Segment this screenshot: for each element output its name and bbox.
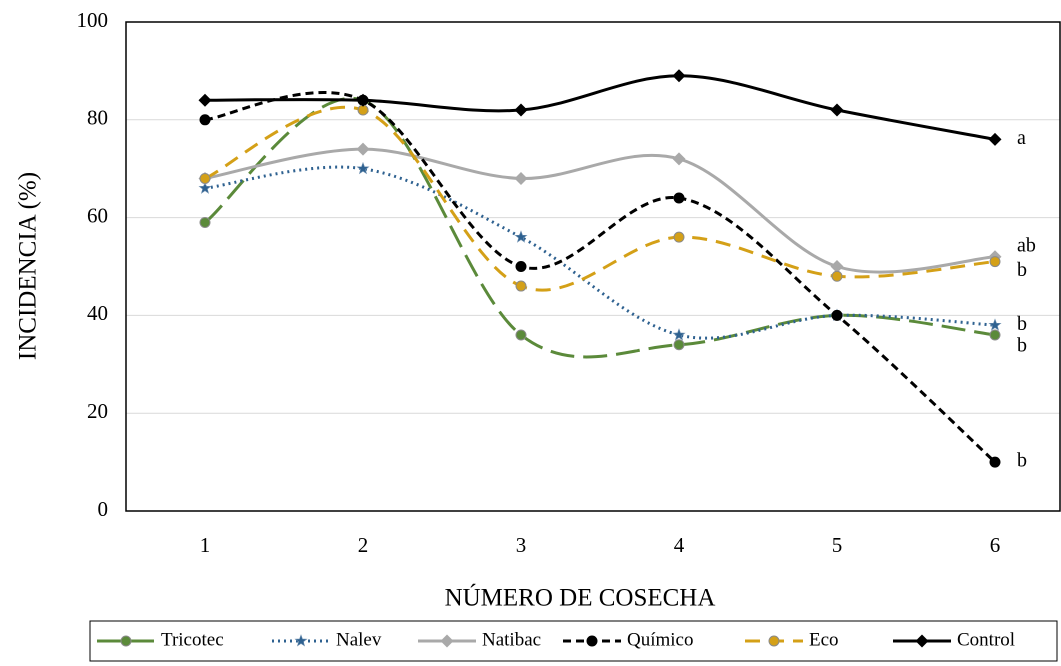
marker	[831, 309, 843, 321]
series-line	[204, 90, 997, 464]
annotation: b	[1017, 335, 1027, 357]
plot-frame	[125, 21, 1061, 512]
marker	[673, 231, 685, 243]
marker	[356, 161, 370, 175]
marker	[831, 270, 843, 282]
annotation: b	[1017, 450, 1027, 472]
marker	[672, 69, 686, 83]
marker	[515, 261, 527, 272]
marker	[672, 152, 686, 166]
marker	[673, 192, 685, 204]
marker	[988, 132, 1002, 146]
x-tick-label: 5	[832, 533, 843, 557]
y-tick-label: 80	[87, 106, 108, 130]
marker	[514, 171, 528, 185]
marker	[672, 328, 686, 341]
y-tick-label: 20	[87, 399, 108, 423]
annotation: ab	[1017, 234, 1036, 256]
marker	[199, 172, 211, 184]
series-line	[204, 147, 996, 274]
x-tick-label: 6	[990, 533, 1001, 557]
legend-label: Control	[957, 629, 1015, 650]
legend-marker	[915, 634, 929, 648]
marker	[356, 142, 370, 156]
marker	[989, 329, 1001, 341]
y-tick-label: 40	[87, 301, 108, 325]
marker	[514, 230, 528, 243]
y-tick-label: 100	[77, 8, 109, 32]
x-tick-label: 3	[516, 533, 527, 557]
legend-marker	[586, 635, 598, 647]
marker	[515, 329, 527, 341]
marker	[989, 256, 1001, 268]
legend-label: Químico	[627, 629, 694, 650]
legend-label: Eco	[809, 629, 839, 650]
marker	[199, 216, 211, 228]
marker	[673, 339, 685, 351]
marker	[199, 114, 211, 126]
marker	[830, 260, 844, 273]
legend-marker	[440, 634, 454, 648]
marker	[198, 93, 212, 107]
marker	[988, 318, 1002, 331]
marker	[356, 93, 370, 107]
marker	[989, 456, 1001, 468]
x-tick-label: 4	[674, 533, 685, 557]
legend-marker	[768, 635, 780, 647]
annotation: b	[1017, 313, 1027, 335]
legend-marker	[120, 635, 132, 647]
series-line	[204, 74, 996, 141]
legend-marker	[294, 634, 308, 647]
marker	[830, 103, 844, 117]
legend-label: Tricotec	[161, 629, 224, 650]
y-tick-label: 0	[98, 497, 109, 521]
marker	[515, 280, 527, 292]
marker	[514, 103, 528, 117]
legend-label: Nalev	[336, 629, 382, 650]
x-axis-title: NÚMERO DE COSECHA	[445, 584, 716, 612]
marker	[198, 181, 212, 194]
y-tick-label: 60	[87, 203, 108, 227]
x-tick-label: 2	[358, 533, 369, 557]
legend-label: Natibac	[482, 629, 541, 650]
y-axis-title: INCIDENCIA (%)	[15, 172, 42, 360]
annotation: a	[1017, 127, 1026, 149]
x-tick-label: 1	[200, 533, 211, 557]
annotation: b	[1017, 259, 1027, 281]
series-line	[204, 165, 996, 340]
series-line	[204, 96, 996, 359]
